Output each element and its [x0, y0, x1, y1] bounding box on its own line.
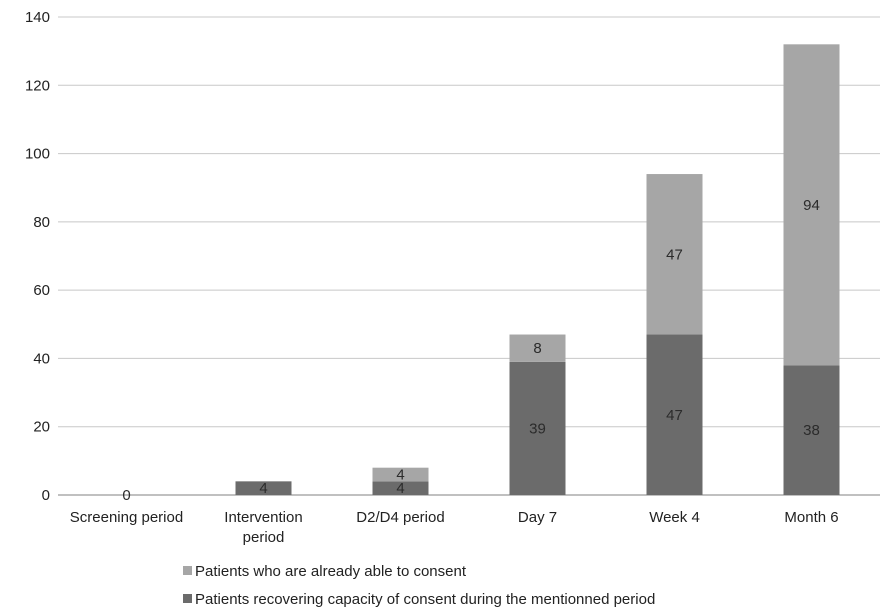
y-tick-label: 100 — [25, 146, 50, 163]
data-label: 4 — [396, 480, 404, 497]
data-label: 47 — [666, 407, 683, 424]
bar-series2-cat3 — [372, 467, 429, 482]
bar-series2-cat5 — [646, 174, 703, 335]
y-tick-label: 60 — [33, 282, 50, 299]
y-tick-label: 40 — [33, 350, 50, 367]
x-tick-label: Screening period — [70, 509, 183, 526]
y-tick-label: 0 — [42, 487, 50, 504]
y-axis: 0 20 40 60 80 100 120 140 — [25, 9, 50, 504]
bar-series1-cat5 — [646, 334, 703, 495]
bars — [235, 44, 840, 495]
y-tick-label: 20 — [33, 419, 50, 436]
legend-swatch — [183, 566, 192, 575]
y-tick-label: 120 — [25, 77, 50, 94]
data-label: 39 — [529, 420, 546, 437]
legend-swatch — [183, 594, 192, 603]
x-tick-label: D2/D4 period — [356, 509, 444, 526]
y-tick-label: 140 — [25, 9, 50, 26]
bar-series1-cat6 — [783, 365, 840, 495]
x-tick-label: Week 4 — [649, 509, 700, 526]
x-axis-labels: Screening period Intervention period D2/D4 … — [70, 509, 839, 546]
data-label: 4 — [396, 467, 404, 484]
data-label: 47 — [666, 246, 683, 263]
data-label: 4 — [259, 480, 267, 497]
x-tick-label: Day 7 — [518, 509, 557, 526]
bar-series2-cat6 — [783, 44, 840, 366]
data-label: 8 — [533, 340, 541, 357]
bar-series1-cat4 — [509, 361, 566, 495]
data-label: 0 — [122, 487, 130, 504]
data-label: 38 — [803, 422, 820, 439]
x-tick-label: period — [243, 529, 285, 546]
bar-series1-cat2 — [235, 481, 292, 495]
bar-series2-cat4 — [509, 334, 566, 362]
x-tick-label: Intervention — [224, 509, 302, 526]
bar-series1-cat3 — [372, 481, 429, 495]
gridlines — [58, 16, 880, 428]
legend-entry: Patients who are already able to consent — [195, 563, 467, 580]
legend-entry: Patients recovering capacity of consent … — [195, 591, 655, 608]
data-label: 94 — [803, 197, 820, 214]
x-tick-label: Month 6 — [784, 509, 838, 526]
legend: Patients who are already able to consent… — [183, 563, 655, 608]
y-tick-label: 80 — [33, 214, 50, 231]
